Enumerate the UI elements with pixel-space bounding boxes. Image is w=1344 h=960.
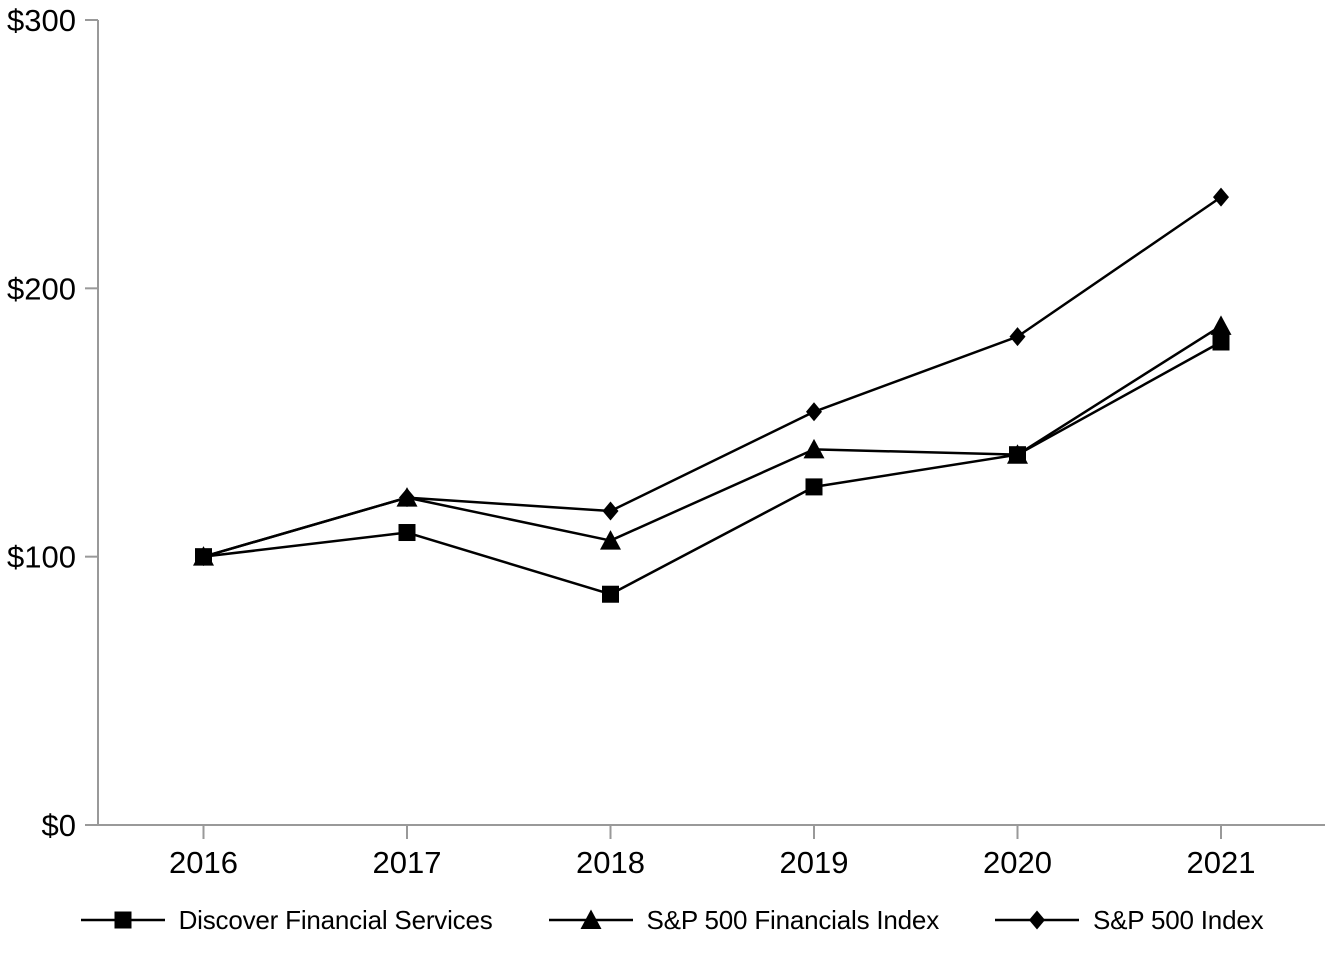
- y-axis-tick-label: $100: [7, 540, 76, 575]
- series-line-2: [203, 324, 1222, 558]
- triangle-marker-icon: [600, 530, 621, 550]
- triangle-marker-icon: [396, 487, 418, 507]
- square-marker-icon: [195, 548, 212, 566]
- x-axis-tick-label: 2021: [1187, 845, 1256, 880]
- square-marker-icon: [1009, 446, 1026, 464]
- x-axis-tick-label: 2018: [576, 845, 645, 880]
- legend-swatch-graphic: [995, 910, 1079, 930]
- square-marker-icon: [114, 911, 132, 929]
- legend-label-sp500-financials: S&P 500 Financials Index: [646, 904, 940, 935]
- legend-item-sp500: S&P 500 Index: [995, 904, 1264, 936]
- diamond-marker-icon: [1029, 910, 1045, 930]
- square-marker-icon: [398, 524, 416, 542]
- triangle-marker-icon: [548, 907, 633, 933]
- legend-label-sp500: S&P 500 Index: [1093, 904, 1264, 935]
- chart-legend: Discover Financial Services S&P 500 Fina…: [0, 893, 1344, 947]
- diamond-marker-icon: [995, 907, 1079, 933]
- x-axis-tick-label: 2019: [780, 845, 849, 880]
- square-marker-icon: [1212, 333, 1230, 351]
- legend-item-sp500-financials: S&P 500 Financials Index: [548, 904, 940, 936]
- x-axis-tick-label: 2020: [983, 845, 1052, 880]
- triangle-marker-icon: [1210, 315, 1232, 335]
- diamond-marker-icon: [1009, 327, 1026, 347]
- triangle-marker-icon: [803, 438, 825, 459]
- triangle-marker-icon: [580, 909, 602, 929]
- legend-label-discover: Discover Financial Services: [178, 904, 493, 935]
- diamond-marker-icon: [806, 402, 822, 422]
- series-line-1: [203, 340, 1222, 596]
- diamond-marker-icon: [1213, 187, 1229, 207]
- x-axis-tick-label: 2017: [373, 845, 442, 880]
- square-marker-icon: [80, 907, 165, 933]
- legend-item-discover: Discover Financial Services: [80, 904, 493, 936]
- legend-swatch-graphic: [548, 909, 633, 929]
- series-line-3: [203, 196, 1222, 558]
- x-axis-tick-label: 2016: [169, 845, 238, 880]
- y-axis-tick-label: $300: [7, 3, 76, 38]
- legend-swatch-graphic: [80, 911, 165, 929]
- y-axis-tick-label: $0: [42, 808, 76, 843]
- square-marker-icon: [805, 478, 823, 496]
- diamond-marker-icon: [602, 501, 619, 521]
- y-axis-tick-label: $200: [7, 271, 76, 306]
- square-marker-icon: [602, 585, 619, 603]
